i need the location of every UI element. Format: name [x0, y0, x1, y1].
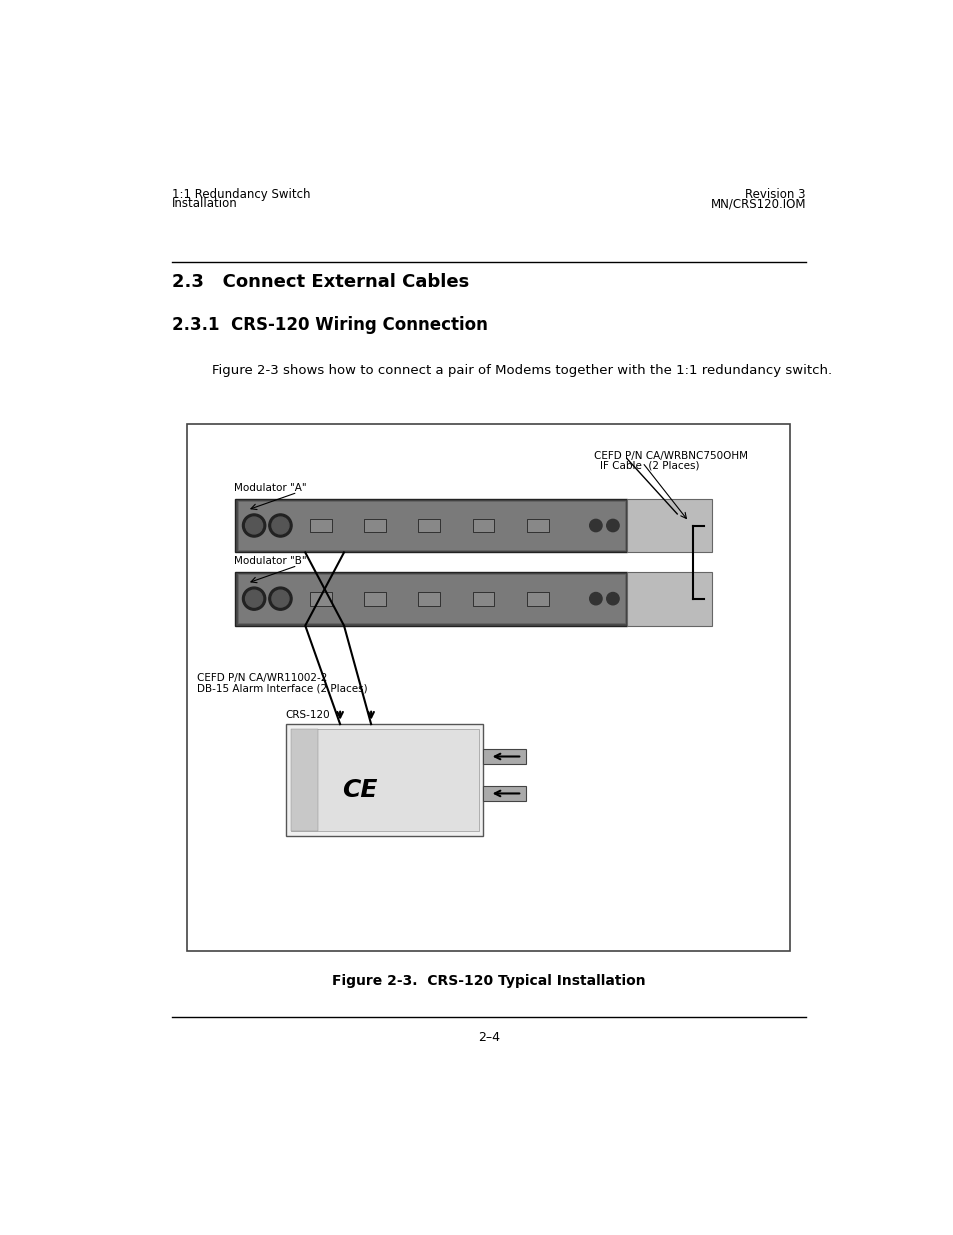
Text: Revision 3: Revision 3	[744, 188, 805, 201]
Text: Modulator "B": Modulator "B"	[233, 556, 306, 567]
Text: 2–4: 2–4	[477, 1031, 499, 1045]
Bar	[310, 592, 332, 605]
Bar	[418, 519, 439, 532]
Circle shape	[606, 520, 618, 531]
Circle shape	[589, 593, 601, 605]
Bar	[364, 592, 385, 605]
Circle shape	[245, 517, 262, 534]
Circle shape	[272, 590, 289, 608]
Bar	[291, 729, 478, 831]
Bar	[310, 519, 332, 532]
Text: 2.3   Connect External Cables: 2.3 Connect External Cables	[172, 273, 469, 291]
Bar	[235, 572, 626, 626]
Text: MN/CRS120.IOM: MN/CRS120.IOM	[710, 198, 805, 210]
Text: 2.3.1  CRS-120 Wiring Connection: 2.3.1 CRS-120 Wiring Connection	[172, 316, 487, 333]
Text: CE: CE	[341, 778, 376, 802]
Bar	[237, 574, 624, 624]
Bar	[286, 724, 483, 836]
Text: CRS-120: CRS-120	[286, 710, 330, 720]
Circle shape	[272, 517, 289, 534]
Bar	[483, 785, 525, 802]
Bar	[526, 592, 548, 605]
Bar	[526, 519, 548, 532]
Bar	[418, 592, 439, 605]
Circle shape	[242, 514, 266, 537]
Text: Figure 2-3 shows how to connect a pair of Modems together with the 1:1 redundanc: Figure 2-3 shows how to connect a pair o…	[212, 364, 832, 377]
Text: CEFD P/N CA/WRBNC750OHM: CEFD P/N CA/WRBNC750OHM	[593, 451, 747, 461]
Bar	[626, 572, 711, 626]
Bar	[472, 592, 494, 605]
Bar	[626, 499, 711, 552]
Circle shape	[269, 587, 292, 610]
Circle shape	[606, 593, 618, 605]
Circle shape	[269, 514, 292, 537]
Circle shape	[245, 590, 262, 608]
Bar	[364, 519, 385, 532]
Bar	[235, 499, 626, 552]
Text: CEFD P/N CA/WR11002-2: CEFD P/N CA/WR11002-2	[196, 673, 327, 683]
Bar	[187, 424, 790, 951]
Text: Modulator "A": Modulator "A"	[233, 483, 306, 493]
Bar	[237, 501, 624, 550]
Text: Figure 2-3.  CRS-120 Typical Installation: Figure 2-3. CRS-120 Typical Installation	[332, 973, 645, 988]
Circle shape	[589, 520, 601, 531]
Text: IF Cable  (2 Places): IF Cable (2 Places)	[599, 461, 699, 471]
Circle shape	[242, 587, 266, 610]
Bar	[483, 748, 525, 764]
Text: Installation: Installation	[172, 198, 237, 210]
Bar	[472, 519, 494, 532]
Text: 1:1 Redundancy Switch: 1:1 Redundancy Switch	[172, 188, 310, 201]
Text: DB-15 Alarm Interface (2 Places): DB-15 Alarm Interface (2 Places)	[196, 683, 367, 693]
Bar	[291, 729, 317, 831]
